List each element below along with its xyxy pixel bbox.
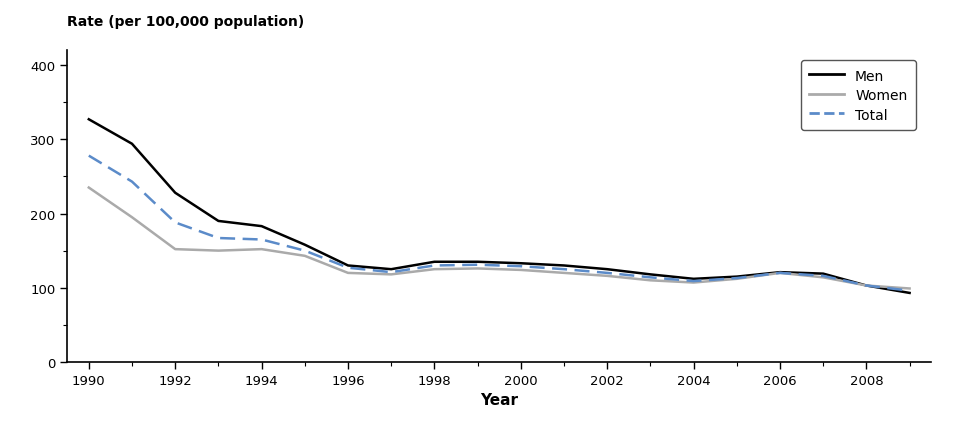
- Men: [428, 259, 440, 265]
- Women: [428, 267, 440, 272]
- Total: [687, 279, 699, 284]
- Men: [471, 259, 483, 265]
- Men: [169, 191, 180, 196]
- Line: Men: Men: [88, 120, 909, 293]
- Men: [601, 267, 612, 272]
- Total: [731, 276, 742, 281]
- Women: [774, 271, 785, 276]
- Total: [83, 154, 94, 159]
- Men: [255, 224, 267, 229]
- Total: [127, 180, 138, 185]
- Total: [559, 267, 570, 272]
- Men: [212, 219, 224, 224]
- Women: [385, 272, 396, 277]
- Women: [903, 286, 915, 291]
- Men: [644, 272, 656, 277]
- Total: [428, 263, 440, 268]
- Men: [342, 263, 353, 268]
- Total: [817, 273, 828, 279]
- Total: [515, 264, 526, 269]
- Women: [169, 247, 180, 252]
- Women: [255, 247, 267, 252]
- Women: [644, 278, 656, 283]
- Men: [774, 270, 785, 275]
- Legend: Men, Women, Total: Men, Women, Total: [801, 61, 916, 131]
- Men: [903, 291, 915, 296]
- Women: [817, 275, 828, 280]
- Line: Total: Total: [88, 156, 909, 291]
- Men: [127, 142, 138, 147]
- Text: Rate (per 100,000 population): Rate (per 100,000 population): [67, 15, 304, 29]
- Total: [471, 262, 483, 268]
- Men: [817, 271, 828, 276]
- Total: [342, 265, 353, 271]
- Total: [169, 220, 180, 225]
- Total: [644, 275, 656, 280]
- Total: [860, 283, 872, 288]
- Men: [731, 274, 742, 279]
- Women: [860, 283, 872, 288]
- Women: [687, 280, 699, 285]
- Women: [601, 273, 612, 279]
- Women: [83, 186, 94, 191]
- Women: [212, 248, 224, 253]
- Line: Women: Women: [88, 188, 909, 289]
- Total: [601, 271, 612, 276]
- Men: [860, 283, 872, 288]
- Men: [299, 242, 310, 248]
- Women: [559, 271, 570, 276]
- Women: [342, 271, 353, 276]
- Women: [731, 276, 742, 282]
- Women: [299, 253, 310, 259]
- Men: [83, 118, 94, 123]
- Total: [299, 248, 310, 253]
- Total: [255, 237, 267, 242]
- Men: [385, 267, 396, 272]
- Women: [127, 215, 138, 220]
- Total: [903, 288, 915, 294]
- Men: [687, 276, 699, 282]
- Men: [559, 263, 570, 268]
- Men: [515, 261, 526, 266]
- Total: [212, 236, 224, 241]
- Total: [385, 270, 396, 275]
- Women: [471, 266, 483, 271]
- X-axis label: Year: Year: [480, 392, 518, 407]
- Total: [774, 271, 785, 276]
- Women: [515, 268, 526, 273]
